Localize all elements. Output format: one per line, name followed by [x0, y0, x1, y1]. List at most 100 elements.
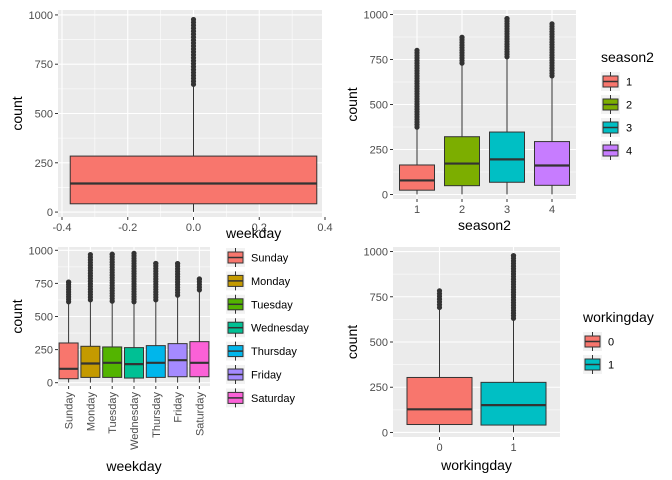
x-tick-label: 2 — [459, 204, 465, 216]
x-tick-label: 0 — [436, 442, 442, 454]
outlier-point — [436, 288, 443, 294]
panel-p2: 0 250 500 750 1000 count 1 2 3 4 season2 season2 1 2 3… — [344, 10, 654, 234]
box-1 — [399, 47, 435, 195]
y-tick-label: 750 — [370, 55, 388, 67]
box-1 — [480, 253, 547, 433]
x-tick-label: Saturday — [194, 392, 206, 437]
x-tick-label: Monday — [85, 392, 97, 432]
legend-label: Wednesday — [251, 323, 309, 335]
x-tick-label: 1 — [414, 204, 420, 216]
box-body — [124, 347, 144, 379]
outlier-point — [87, 251, 93, 258]
legend-key — [226, 341, 245, 361]
legend-title: season2 — [601, 49, 654, 65]
y-tick-label: 250 — [370, 382, 388, 394]
y-tick-label: 500 — [370, 337, 388, 349]
x-tick-label: Tuesday — [107, 392, 119, 434]
box-body — [69, 155, 318, 205]
box-0 — [406, 288, 473, 433]
x-tick-label: Friday — [173, 392, 185, 423]
box-3 — [489, 16, 525, 195]
legend-label: 0 — [608, 337, 614, 349]
outlier-point — [131, 250, 137, 256]
outlier-point — [190, 16, 197, 23]
legend-label: Monday — [251, 276, 291, 288]
x-axis-title: weekday — [105, 458, 161, 474]
y-tick-label: 250 — [35, 345, 53, 357]
outlier-point — [175, 260, 181, 267]
legend-label: 1 — [608, 360, 614, 372]
box-body — [406, 376, 473, 426]
legend-title: workingday — [582, 309, 654, 325]
legend-label: 2 — [626, 100, 632, 112]
outlier-point — [109, 251, 115, 257]
x-tick-label: 0.2 — [252, 222, 267, 234]
x-tick-label: Thursday — [151, 392, 163, 438]
outlier-point — [510, 253, 517, 259]
outlier-point — [504, 16, 510, 22]
box-body — [534, 141, 570, 186]
box-body — [145, 345, 166, 378]
y-axis-title: count — [9, 96, 25, 130]
y-tick-label: 250 — [35, 158, 53, 170]
legend-key — [583, 332, 602, 351]
legend-label: 4 — [626, 146, 632, 158]
x-tick-label: 1 — [510, 442, 516, 454]
legend-p2: season2 1 2 3 4 — [601, 49, 654, 160]
y-tick-label: 0 — [47, 378, 53, 390]
y-tick-label: 500 — [35, 312, 53, 324]
legend-key — [601, 141, 620, 160]
y-tick-label: 0 — [382, 190, 388, 202]
legend-key — [226, 271, 245, 291]
panel-p1: 0 250 500 750 1000 count -0.4 -0.2 0.0 0.2 0.4 — [9, 10, 333, 234]
legend-key — [226, 248, 245, 267]
legend-p3: weekday Sunday Monday Tuesday Wednesday Thurs… — [225, 225, 309, 408]
x-tick-label: 3 — [504, 204, 510, 216]
y-tick-label: 250 — [370, 145, 388, 157]
x-tick-label: Sunday — [64, 392, 76, 430]
box-Monday — [80, 251, 101, 383]
y-tick-label: 750 — [35, 59, 53, 71]
legend-key — [226, 365, 245, 384]
box-all — [69, 16, 318, 212]
legend-label: Friday — [251, 370, 282, 382]
y-tick-label: 1000 — [364, 247, 388, 259]
x-axis-title: workingday — [440, 457, 512, 473]
x-tick-label: -0.2 — [118, 222, 137, 234]
legend-label: Tuesday — [251, 299, 293, 311]
x-tick-label: Wednesday — [129, 392, 141, 450]
legend-p4: workingday 0 1 — [582, 309, 654, 374]
box-body — [489, 131, 525, 183]
box-Thursday — [145, 260, 166, 383]
box-body — [80, 345, 101, 378]
legend-key — [583, 355, 602, 374]
y-axis-title: count — [344, 325, 360, 359]
x-tick-label: 0.4 — [317, 222, 332, 234]
box-Sunday — [58, 279, 79, 383]
y-tick-label: 0 — [47, 207, 53, 219]
outlier-point — [549, 21, 555, 27]
y-tick-label: 0 — [382, 427, 388, 439]
y-tick-label: 750 — [370, 292, 388, 304]
box-body — [58, 342, 79, 380]
y-axis-title: count — [344, 87, 360, 121]
box-body — [189, 341, 210, 378]
legend-key — [601, 95, 620, 114]
outlier-point — [66, 279, 72, 285]
outlier-point — [153, 260, 159, 267]
box-Wednesday — [124, 250, 144, 383]
x-axis-title: season2 — [458, 217, 511, 233]
panel-p3: 0 250 500 750 1000 count Sunday Monday Tuesday We… — [9, 225, 309, 474]
box-Tuesday — [102, 251, 123, 383]
box-body — [399, 164, 435, 191]
y-tick-label: 500 — [35, 109, 53, 121]
y-tick-label: 1000 — [29, 10, 53, 22]
box-Saturday — [189, 276, 210, 383]
x-tick-label: -0.4 — [53, 222, 72, 234]
y-tick-label: 750 — [35, 278, 53, 290]
box-2 — [444, 34, 480, 195]
legend-label: Sunday — [251, 253, 289, 265]
legend-key — [601, 118, 620, 137]
